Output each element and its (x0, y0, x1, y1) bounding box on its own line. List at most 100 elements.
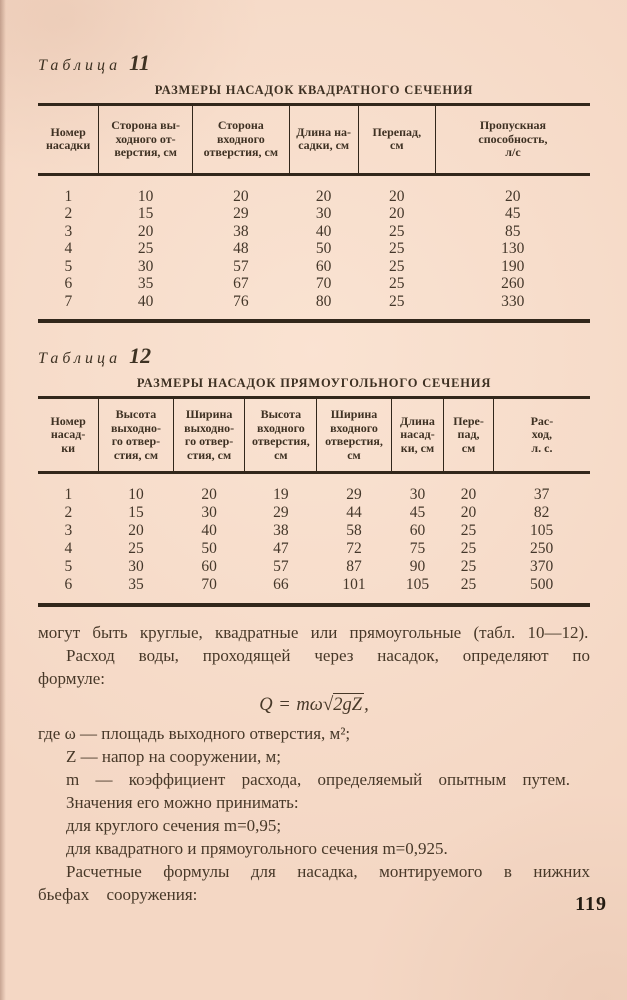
table-cell: 25 (389, 275, 405, 292)
paragraph: Значения его можно принимать: (66, 793, 299, 812)
table-row: 7 40 76 80 25 330 (38, 293, 590, 322)
table-cell: 25 (460, 540, 477, 557)
table-cell: 5 (64, 257, 73, 275)
table-cell: 260 (501, 275, 525, 292)
table-cell: 105 (405, 576, 430, 593)
table-cell: 44 (346, 504, 362, 521)
paragraph: Расход воды, проходящей через насадок, о… (38, 646, 590, 688)
table-cell: 1 (64, 486, 73, 503)
table-row: 4 25 48 50 25 130 (38, 240, 590, 258)
table-cell: 20 (460, 504, 477, 521)
table-cell: 25 (460, 522, 477, 539)
formula-lhs: Q = mω (259, 695, 323, 715)
column-header: Номер насад- ки (50, 413, 86, 455)
table-cell: 20 (201, 486, 217, 503)
table-cell: 25 (389, 240, 405, 257)
column-header: Высота входного отверстия, см (244, 397, 317, 473)
paragraph: для круглого сечения m=0,95; (66, 816, 282, 835)
table-cell: 90 (409, 558, 426, 575)
table-row: 5 30 60 57 87 90 25 370 (38, 558, 590, 576)
table-cell: 82 (533, 504, 550, 521)
table-cell: 19 (273, 486, 289, 503)
table-cell: 25 (460, 576, 477, 593)
column-header: Длина насад- ки, см (390, 397, 444, 473)
table-row: 4 25 50 47 72 75 25 250 (38, 540, 590, 558)
table-cell: 57 (273, 558, 289, 575)
table-cell: 30 (201, 504, 217, 521)
column-header: Ширина выходно- го отвер- стия, см (172, 397, 245, 473)
table-cell: 76 (233, 292, 249, 310)
table-row: 6 35 70 66 101 105 25 500 (38, 576, 590, 605)
column-header: Ширина входного отверстия, см (316, 397, 392, 473)
table12-caption: Таблица 12 (38, 343, 590, 369)
formula-radicand: 2gZ (333, 693, 365, 715)
header-row: Номер насадки Сторона вы- ходного от- вер… (38, 104, 590, 174)
column-header: Длина на- садки, см (288, 104, 359, 174)
table-cell: 85 (504, 222, 521, 240)
paragraph: Расчетные формулы для насадка, монтируем… (38, 862, 590, 904)
column-header: Номер насадки (45, 124, 91, 153)
table-cell: 25 (137, 240, 154, 257)
table-cell: 2 (64, 205, 73, 222)
body-text: могут быть круглые, квадратные или прямо… (38, 621, 590, 906)
table-cell: 25 (128, 540, 144, 557)
table-cell: 10 (137, 187, 154, 205)
table-cell: 45 (504, 205, 521, 222)
sqrt-radical-sign: √ (322, 694, 334, 715)
table-cell: 4 (64, 540, 73, 557)
table-cell: 25 (460, 558, 477, 575)
table-row: 5 30 57 60 25 190 (38, 258, 590, 276)
table-cell: 75 (409, 540, 426, 557)
table-cell: 20 (315, 187, 332, 205)
table-cell: 20 (137, 222, 154, 240)
table-cell: 50 (315, 240, 332, 257)
table-cell: 20 (389, 205, 405, 222)
column-header: Пере- пад, см (443, 397, 494, 473)
table-cell: 35 (128, 576, 144, 593)
table-cell: 25 (389, 257, 405, 275)
table-cell: 2 (64, 504, 73, 521)
table-cell: 190 (501, 257, 525, 275)
table-cell: 57 (233, 257, 249, 275)
table-cell: 20 (389, 187, 405, 205)
table-cell: 40 (201, 522, 217, 539)
formula: Q = mω√2gZ, (38, 693, 590, 717)
paragraph: для квадратного и прямоугольного сечения… (66, 839, 448, 858)
table-cell: 72 (346, 540, 362, 557)
table-cell: 10 (128, 486, 144, 503)
table-cell: 60 (409, 522, 426, 539)
table-cell: 48 (233, 240, 249, 257)
table-row: 6 35 67 70 25 260 (38, 275, 590, 293)
table-cell: 40 (315, 222, 332, 240)
table-cell: 50 (201, 540, 217, 557)
table-cell: 35 (137, 275, 154, 292)
table-cell: 29 (233, 205, 249, 222)
table-row: 1 10 20 19 29 30 20 37 (38, 473, 590, 505)
table-row: 1 10 20 20 20 20 (38, 174, 590, 205)
table11-body: 1 10 20 20 20 20 2 15 29 30 20 45 3 20 38 40 25 85 4 25 48 50… (38, 174, 590, 321)
table-cell: 80 (315, 292, 332, 310)
table-cell: 3 (64, 222, 73, 240)
table-cell: 6 (64, 576, 73, 593)
page-number: 119 (575, 893, 607, 915)
where-line-z: Z — напор на сооружении, м; (66, 747, 281, 766)
table-cell: 15 (128, 504, 144, 521)
table-cell: 60 (201, 558, 217, 575)
table-cell: 20 (233, 187, 249, 205)
column-header: Перепад, см (357, 104, 436, 174)
table-cell: 70 (201, 576, 217, 593)
table-cell: 60 (315, 257, 332, 275)
where-line-m: m — коэффициент расхода, определяемый оп… (66, 770, 571, 789)
table-cell: 4 (64, 240, 73, 257)
table-row: 3 20 38 40 25 85 (38, 223, 590, 241)
header-row: Номер насад- ки Высота выходно- го отвер-… (38, 397, 590, 473)
table-row: 2 15 30 29 44 45 20 82 (38, 504, 590, 522)
table-cell: 25 (389, 222, 405, 240)
table-cell: 500 (530, 576, 554, 593)
table-cell: 38 (273, 522, 289, 539)
table-cell: 101 (342, 576, 366, 593)
table12-body: 1 10 20 19 29 30 20 37 2 15 30 29 44 45 20 82 3 20 40 38 58 6… (38, 473, 590, 606)
table-row: 2 15 29 30 20 45 (38, 205, 590, 223)
table-cell: 20 (460, 486, 477, 503)
